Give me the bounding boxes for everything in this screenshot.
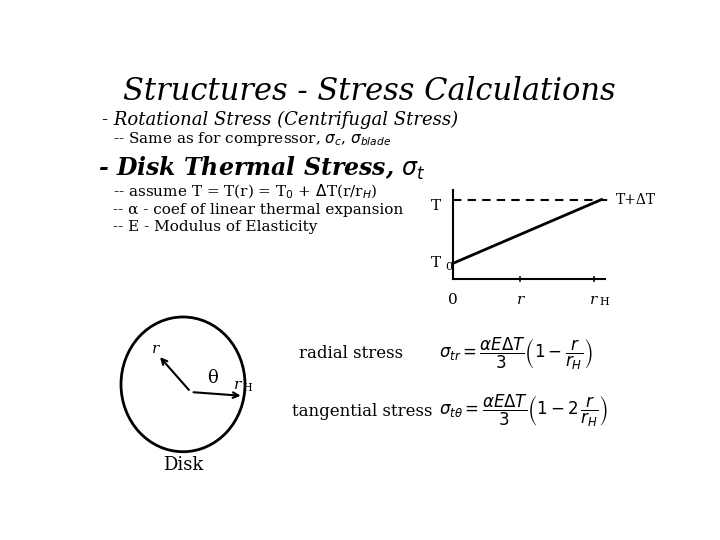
Text: tangential stress: tangential stress xyxy=(292,403,432,420)
Text: H: H xyxy=(243,383,253,393)
Text: T+ΔT: T+ΔT xyxy=(616,193,656,206)
Text: -- Same as for compressor, $\sigma_c$, $\sigma_{blade}$: -- Same as for compressor, $\sigma_c$, $… xyxy=(113,130,392,148)
Text: r: r xyxy=(233,378,241,392)
Text: r: r xyxy=(151,342,158,356)
Text: - Disk Thermal Stress, $\sigma_t$: - Disk Thermal Stress, $\sigma_t$ xyxy=(98,155,426,183)
Text: 0: 0 xyxy=(446,262,453,272)
Text: r: r xyxy=(516,294,523,307)
Text: -- E - Modulus of Elasticity: -- E - Modulus of Elasticity xyxy=(113,219,318,233)
Text: T: T xyxy=(431,199,441,213)
Text: Structures - Stress Calculations: Structures - Stress Calculations xyxy=(122,76,616,107)
Text: H: H xyxy=(599,296,609,307)
Text: r: r xyxy=(590,294,598,307)
Text: T: T xyxy=(431,256,441,271)
Text: $\sigma_{tr} = \dfrac{\alpha E \Delta T}{3}\left(1 - \dfrac{r}{r_H}\right)$: $\sigma_{tr} = \dfrac{\alpha E \Delta T}… xyxy=(438,335,593,372)
Text: 0: 0 xyxy=(448,294,458,307)
Text: -- assume T = T(r) = T$_0$ + $\Delta$T(r/r$_H$): -- assume T = T(r) = T$_0$ + $\Delta$T(r… xyxy=(113,183,377,201)
Text: θ: θ xyxy=(207,369,218,387)
Text: -- α - coef of linear thermal expansion: -- α - coef of linear thermal expansion xyxy=(113,202,403,217)
Text: Disk: Disk xyxy=(163,456,203,474)
Text: - Rotational Stress (Centrifugal Stress): - Rotational Stress (Centrifugal Stress) xyxy=(102,111,458,130)
Text: $\sigma_{t\theta} = \dfrac{\alpha E \Delta T}{3}\left(1 - 2\,\dfrac{r}{r_H}\righ: $\sigma_{t\theta} = \dfrac{\alpha E \Del… xyxy=(438,393,608,429)
Text: radial stress: radial stress xyxy=(300,345,403,362)
